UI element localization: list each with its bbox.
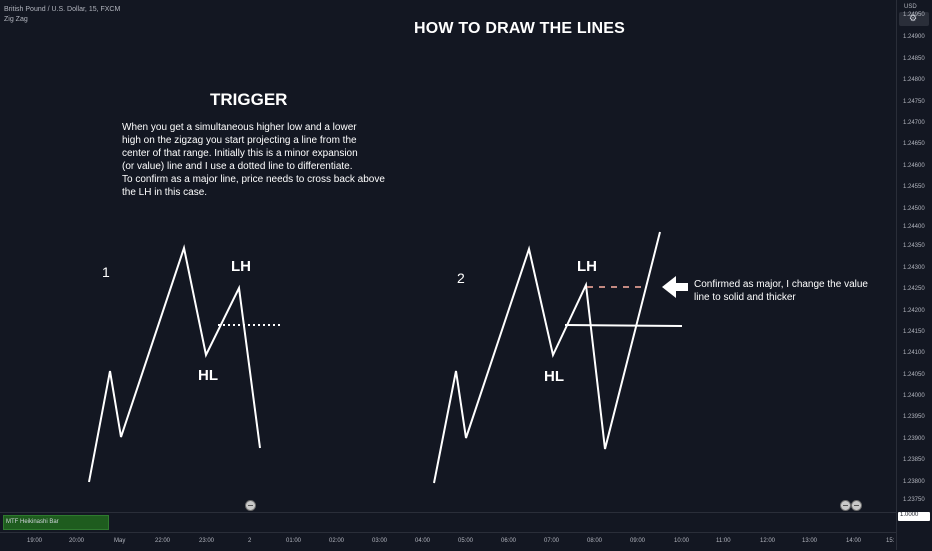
time-tick: 15:: [886, 538, 895, 544]
price-tick: 1.24200: [903, 308, 925, 314]
time-tick: May: [114, 538, 126, 544]
chart-drawing: [88, 231, 688, 484]
time-tick: 03:00: [372, 538, 388, 544]
zigzag-2: [433, 231, 661, 484]
time-tick: 10:00: [674, 538, 690, 544]
price-tick: 1.24650: [903, 141, 925, 147]
description-line: When you get a simultaneous higher low a…: [122, 122, 357, 133]
time-tick: 2: [248, 538, 252, 544]
time-tick: 09:00: [630, 538, 646, 544]
time-tick: 08:00: [587, 538, 603, 544]
price-axis[interactable]: [896, 0, 932, 550]
example-1-number: 1: [102, 264, 110, 280]
arrow-left-icon: [662, 276, 688, 298]
time-tick: 22:00: [155, 538, 171, 544]
price-tick: 1.24900: [903, 34, 925, 40]
time-tick: 11:00: [716, 538, 731, 544]
description-line: To confirm as a major line, price needs …: [122, 174, 385, 185]
note-line: Confirmed as major, I change the value: [694, 279, 868, 290]
mtf-indicator-text: MTF Heikinashi Bar: [6, 519, 59, 525]
emoji-icon[interactable]: [840, 500, 851, 511]
indicator-label[interactable]: Zig Zag: [4, 16, 28, 23]
current-price-tag: 1.0000: [898, 512, 930, 521]
description-line: center of that range. Initially this is …: [122, 148, 358, 159]
price-tick: 1.23800: [903, 479, 925, 485]
price-tick: 1.24000: [903, 393, 925, 399]
price-tick: 1.24600: [903, 163, 925, 169]
price-tick: 1.24850: [903, 56, 925, 62]
description-text: When you get a simultaneous higher low a…: [122, 121, 412, 199]
time-tick: 13:00: [802, 538, 818, 544]
price-tick: 1.24300: [903, 265, 925, 271]
example-1-lh-label: LH: [231, 258, 251, 275]
price-tick: 1.24500: [903, 206, 925, 212]
price-tick: 1.24750: [903, 99, 925, 105]
time-tick: 12:00: [760, 538, 776, 544]
currency-label: USD: [904, 4, 917, 10]
price-tick: 1.23850: [903, 457, 925, 463]
confirmation-note: Confirmed as major, I change the value l…: [694, 278, 868, 304]
current-price-value: 1.0000: [900, 512, 919, 518]
symbol-title[interactable]: British Pound / U.S. Dollar, 15, FXCM: [4, 6, 121, 13]
price-tick: 1.24150: [903, 329, 925, 335]
example-2-number: 2: [457, 270, 465, 286]
price-tick: 1.23900: [903, 436, 925, 442]
emoji-icon[interactable]: [245, 500, 256, 511]
price-tick: 1.24400: [903, 224, 925, 230]
price-tick: 1.24800: [903, 77, 925, 83]
time-tick: 19:00: [27, 538, 43, 544]
price-tick: 1.23750: [903, 497, 925, 503]
price-tick: 1.23950: [903, 414, 925, 420]
example-2-hl-label: HL: [544, 368, 564, 385]
description-line: high on the zigzag you start projecting …: [122, 135, 357, 146]
price-tick: 1.24250: [903, 286, 925, 292]
axis-settings-badge[interactable]: ⚙: [899, 12, 929, 26]
time-tick: 06:00: [501, 538, 517, 544]
gear-icon: ⚙: [909, 13, 918, 23]
time-tick: 05:00: [458, 538, 474, 544]
time-tick: 02:00: [329, 538, 345, 544]
time-tick: 04:00: [415, 538, 431, 544]
trigger-title: TRIGGER: [210, 90, 288, 109]
time-tick: 14:00: [846, 538, 862, 544]
chart-area[interactable]: [0, 0, 896, 512]
price-tick: 1.24350: [903, 243, 925, 249]
time-tick: 23:00: [199, 538, 215, 544]
example-2-lh-label: LH: [577, 258, 597, 275]
time-axis[interactable]: [0, 532, 896, 551]
price-tick: 1.24550: [903, 184, 925, 190]
description-line: (or value) line and I use a dotted line …: [122, 161, 353, 172]
indicator-pane[interactable]: [0, 512, 896, 533]
emoji-icon[interactable]: [851, 500, 862, 511]
price-tick: 1.24700: [903, 120, 925, 126]
price-tick: 1.24950: [903, 12, 925, 18]
solid-major-line: [564, 324, 683, 327]
mtf-indicator-label[interactable]: MTF Heikinashi Bar: [3, 515, 109, 530]
price-tick: 1.24050: [903, 372, 925, 378]
time-tick: 01:00: [286, 538, 302, 544]
time-tick: 07:00: [544, 538, 560, 544]
main-title: HOW TO DRAW THE LINES: [414, 20, 626, 37]
example-1-hl-label: HL: [198, 367, 218, 384]
time-tick: 20:00: [69, 538, 85, 544]
zigzag-1: [88, 244, 261, 483]
note-line: line to solid and thicker: [694, 292, 796, 303]
description-line: the LH in this case.: [122, 187, 208, 198]
price-tick: 1.24100: [903, 350, 925, 356]
